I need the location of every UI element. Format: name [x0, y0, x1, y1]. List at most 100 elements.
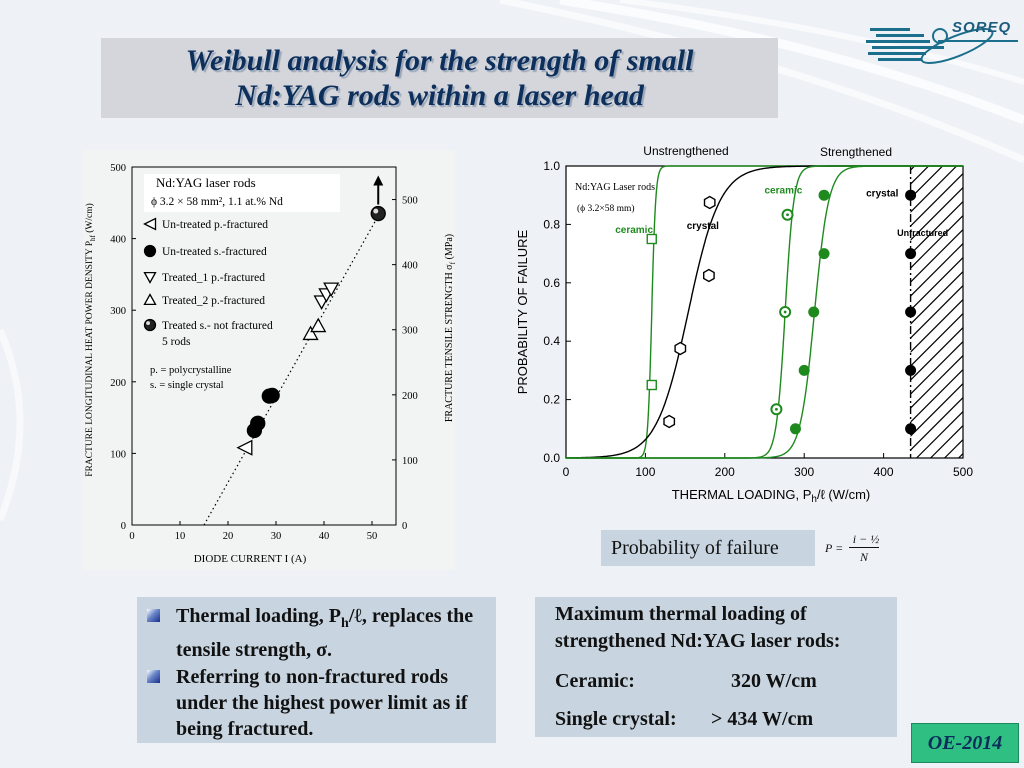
right-point [905, 364, 917, 376]
right-y-tick-label: 0.0 [543, 451, 560, 465]
right-point [905, 423, 917, 435]
right-point [808, 306, 820, 318]
soreq-logo-icon [866, 28, 1018, 64]
bullet-notes-box: Thermal loading, Ph/ℓ, replaces the tens… [137, 597, 496, 743]
footer-tag: OE-2014 [911, 723, 1019, 763]
left-point [310, 317, 327, 333]
left-point [250, 415, 266, 431]
right-x-tick-label: 500 [953, 465, 973, 479]
legend-label: Treated s.- not fractured [162, 320, 273, 332]
bullet-square-icon [147, 670, 160, 683]
hatch-line [910, 166, 958, 213]
left-chart-marks [203, 175, 386, 526]
bullet-text-2: Referring to non-fractured rods under th… [176, 666, 468, 740]
formula-denominator: N [859, 550, 868, 564]
right-point [818, 248, 830, 260]
right-point [818, 189, 830, 201]
bullet-item-2: Referring to non-fractured rods under th… [147, 664, 488, 742]
right-point [663, 414, 676, 429]
left-point [236, 439, 253, 456]
legend-label: 5 rods [162, 336, 191, 348]
right-point-center [775, 407, 778, 411]
left-x-tick-label: 50 [367, 531, 378, 542]
right-y-axis-label: PROBABILITY OF FAILURE [515, 229, 530, 394]
left-y-tick-label: 0 [121, 521, 126, 532]
left-y2-tick-label: 500 [402, 196, 418, 207]
right-legend-title: Nd:YAG Laser rods [575, 182, 655, 193]
left-point [323, 282, 340, 298]
unfractured-hatch-region [909, 158, 1024, 458]
right-point [905, 189, 917, 201]
right-point [798, 364, 810, 376]
bullet-square-icon [147, 609, 160, 622]
left-y-axis-label: FRACTURE LONGITUDINAL HEAT POWER DENSITY… [84, 203, 97, 477]
legend-title: Nd:YAG laser rods [156, 175, 256, 190]
legend-marker [143, 217, 157, 231]
hatch-line [910, 200, 964, 255]
legend-label: Treated_2 p.-fractured [162, 295, 265, 307]
hatch-lines [910, 158, 1024, 458]
max-loading-box: Maximum thermal loading of strengthened … [535, 597, 897, 737]
title-line-1: Weibull analysis for the strength of sma… [185, 44, 694, 77]
hatch-line [910, 382, 964, 437]
right-point [703, 195, 716, 210]
bullet-text-1: Thermal loading, Ph/ℓ, replaces the tens… [176, 603, 488, 663]
left-y-tick-label: 400 [110, 235, 126, 246]
left-x-tick-label: 20 [223, 531, 234, 542]
right-point [646, 379, 657, 391]
left-point [264, 387, 280, 404]
hatch-line [910, 284, 964, 339]
left-x-tick-label: 30 [271, 531, 282, 542]
hatch-line [910, 172, 964, 227]
right-y-tick-label: 0.4 [543, 334, 560, 348]
right-point [905, 306, 917, 318]
max-loading-label-ceramic: Ceramic: [555, 670, 635, 692]
right-x-tick-label: 200 [715, 465, 735, 479]
right-point [789, 423, 801, 435]
not-fractured-arrow-head [373, 175, 384, 186]
formula-lhs: P = [825, 541, 844, 555]
title-line-2: Nd:YAG rods within a laser head [235, 79, 644, 112]
hatch-line [910, 396, 964, 451]
left-x-tick-label: 40 [319, 531, 330, 542]
right-annotation: ceramic [615, 225, 653, 236]
left-plot-frame [131, 166, 397, 526]
hatch-line [910, 368, 964, 423]
right-point [646, 233, 657, 245]
probability-of-failure-label: Probability of failure [601, 530, 815, 566]
legend-note: p. = polycrystalline [150, 365, 232, 376]
right-plot-background [566, 166, 963, 458]
title-unstrengthened: Unstrengthened [643, 144, 728, 158]
legend-note: s. = single crystal [150, 380, 224, 391]
right-point [905, 248, 917, 260]
left-chart-axes: 0 10 20 30 40 5001002003004005000100200300400… [110, 163, 418, 542]
legend-marker [143, 244, 157, 258]
probability-formula: P = i − ½ N [823, 531, 883, 567]
right-x-tick-label: 0 [563, 465, 570, 479]
left-y2-tick-label: 300 [402, 326, 418, 337]
title-box: Weibull analysis for the strength of sma… [101, 38, 778, 118]
right-annotation: crystal [866, 189, 898, 200]
left-y2-tick-label: 200 [402, 391, 418, 402]
right-point-center [786, 213, 789, 217]
right-y-tick-label: 0.8 [543, 217, 560, 231]
left-point [302, 325, 319, 341]
left-y2-tick-label: 0 [402, 521, 407, 532]
bullet-1-sub: h [341, 616, 349, 631]
hatch-line [1001, 158, 1024, 458]
right-y-tick-label: 0.2 [543, 393, 560, 407]
left-y-axis-label-main: FRACTURE LONGITUDINAL HEAT POWER DENSITY… [85, 241, 95, 477]
left-y2-axis-label-unit: (MPa) [444, 234, 455, 262]
hatch-line [987, 158, 1024, 458]
left-chart-panel [83, 150, 455, 570]
left-y2-tick-label: 400 [402, 261, 418, 272]
legend-marker [143, 271, 157, 284]
left-fit-line [203, 209, 383, 526]
right-chart-marks: ceramic crystal ceramic crystal Unfractured [615, 186, 948, 435]
legend-subtitle: ϕ 3.2 × 58 mm², 1.1 at.% Nd [151, 196, 283, 208]
max-loading-value-ceramic: 320 W/cm [731, 670, 817, 692]
right-x-axis-label-sub: h [811, 494, 817, 505]
bullet-item-1: Thermal loading, Ph/ℓ, replaces the tens… [147, 603, 488, 663]
legend-title-box [144, 174, 340, 212]
